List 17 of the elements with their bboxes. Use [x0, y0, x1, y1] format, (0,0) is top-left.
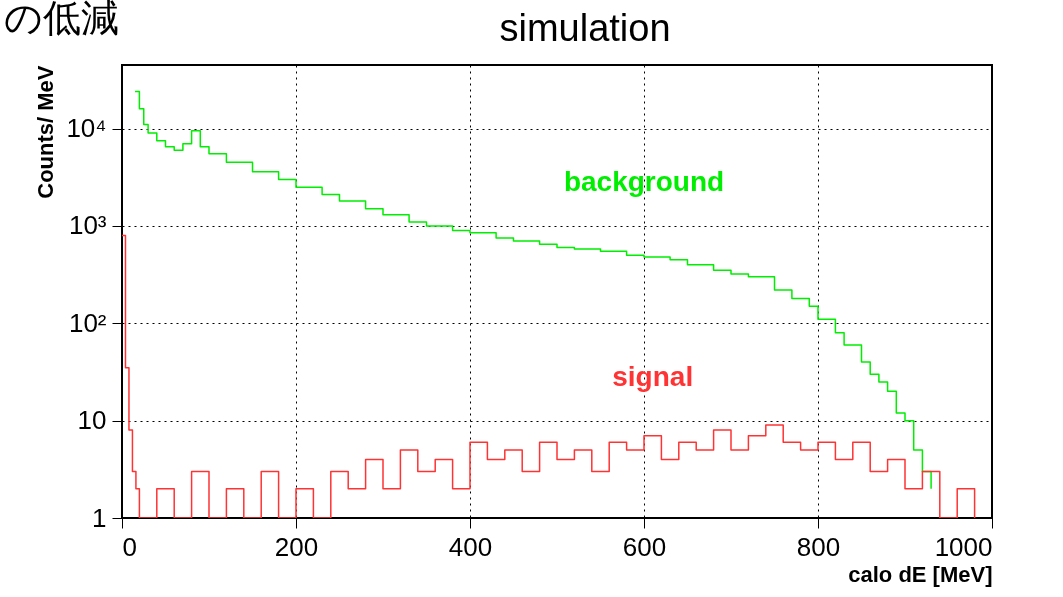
x-axis-title: calo dE [MeV] [848, 561, 993, 587]
x-tick-label: 0 [122, 531, 137, 562]
x-tick-label: 800 [796, 531, 841, 562]
y-tick-label: 1 [92, 502, 107, 533]
chart-title: simulation [499, 7, 671, 49]
series-label: background [563, 165, 725, 197]
y-tick-label: 10² [68, 307, 107, 338]
x-tick-label: 400 [448, 531, 493, 562]
x-tick-label: 200 [274, 531, 319, 562]
x-tick-label: 600 [622, 531, 667, 562]
series-label: signal [612, 360, 694, 392]
y-tick-label: 10³ [68, 210, 107, 241]
y-tick-label: 10 [77, 405, 107, 436]
x-tick-label: 1000 [934, 531, 993, 562]
y-tick-label: 10⁴ [66, 113, 107, 144]
text: の低減 [4, 0, 119, 39]
y-axis-title: Counts/ MeV [33, 65, 59, 199]
